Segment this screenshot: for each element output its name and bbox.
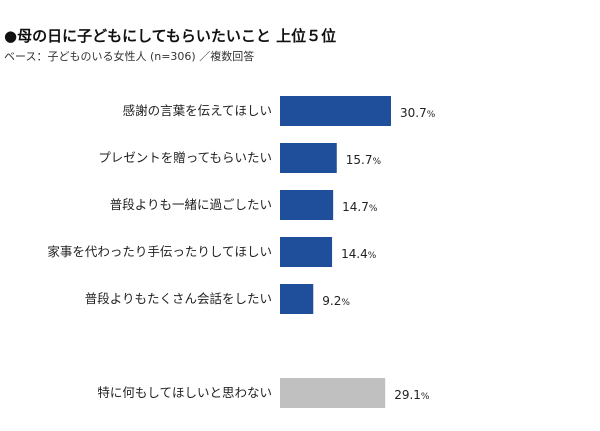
value-label: 9.2%: [322, 294, 350, 308]
value-label: 15.7%: [346, 153, 382, 167]
bar: [280, 190, 334, 220]
category-label: 普段よりもたくさん会話をしたい: [85, 291, 272, 306]
category-label: 特に何もしてほしいと思わない: [97, 385, 272, 400]
bar: [280, 143, 337, 173]
value-label: 14.7%: [342, 200, 378, 214]
chart-title: ●母の日に子どもにしてもらいたいこと 上位５位: [4, 27, 337, 45]
chart-subtitle: ベース：子どものいる女性人 (n=306) ／複数回答: [4, 50, 255, 63]
bar: [280, 96, 391, 126]
value-label: 14.4%: [341, 247, 377, 261]
category-label: 普段よりも一緒に過ごしたい: [110, 197, 272, 212]
category-label: プレゼントを贈ってもらいたい: [98, 150, 272, 165]
category-label: 家事を代わったり手伝ったりしてほしい: [47, 244, 272, 259]
bar: [280, 378, 386, 408]
bar: [280, 284, 314, 314]
category-label: 感謝の言葉を伝えてほしい: [123, 103, 272, 118]
value-label: 29.1%: [394, 388, 430, 402]
bar: [280, 237, 333, 267]
value-label: 30.7%: [400, 106, 436, 120]
